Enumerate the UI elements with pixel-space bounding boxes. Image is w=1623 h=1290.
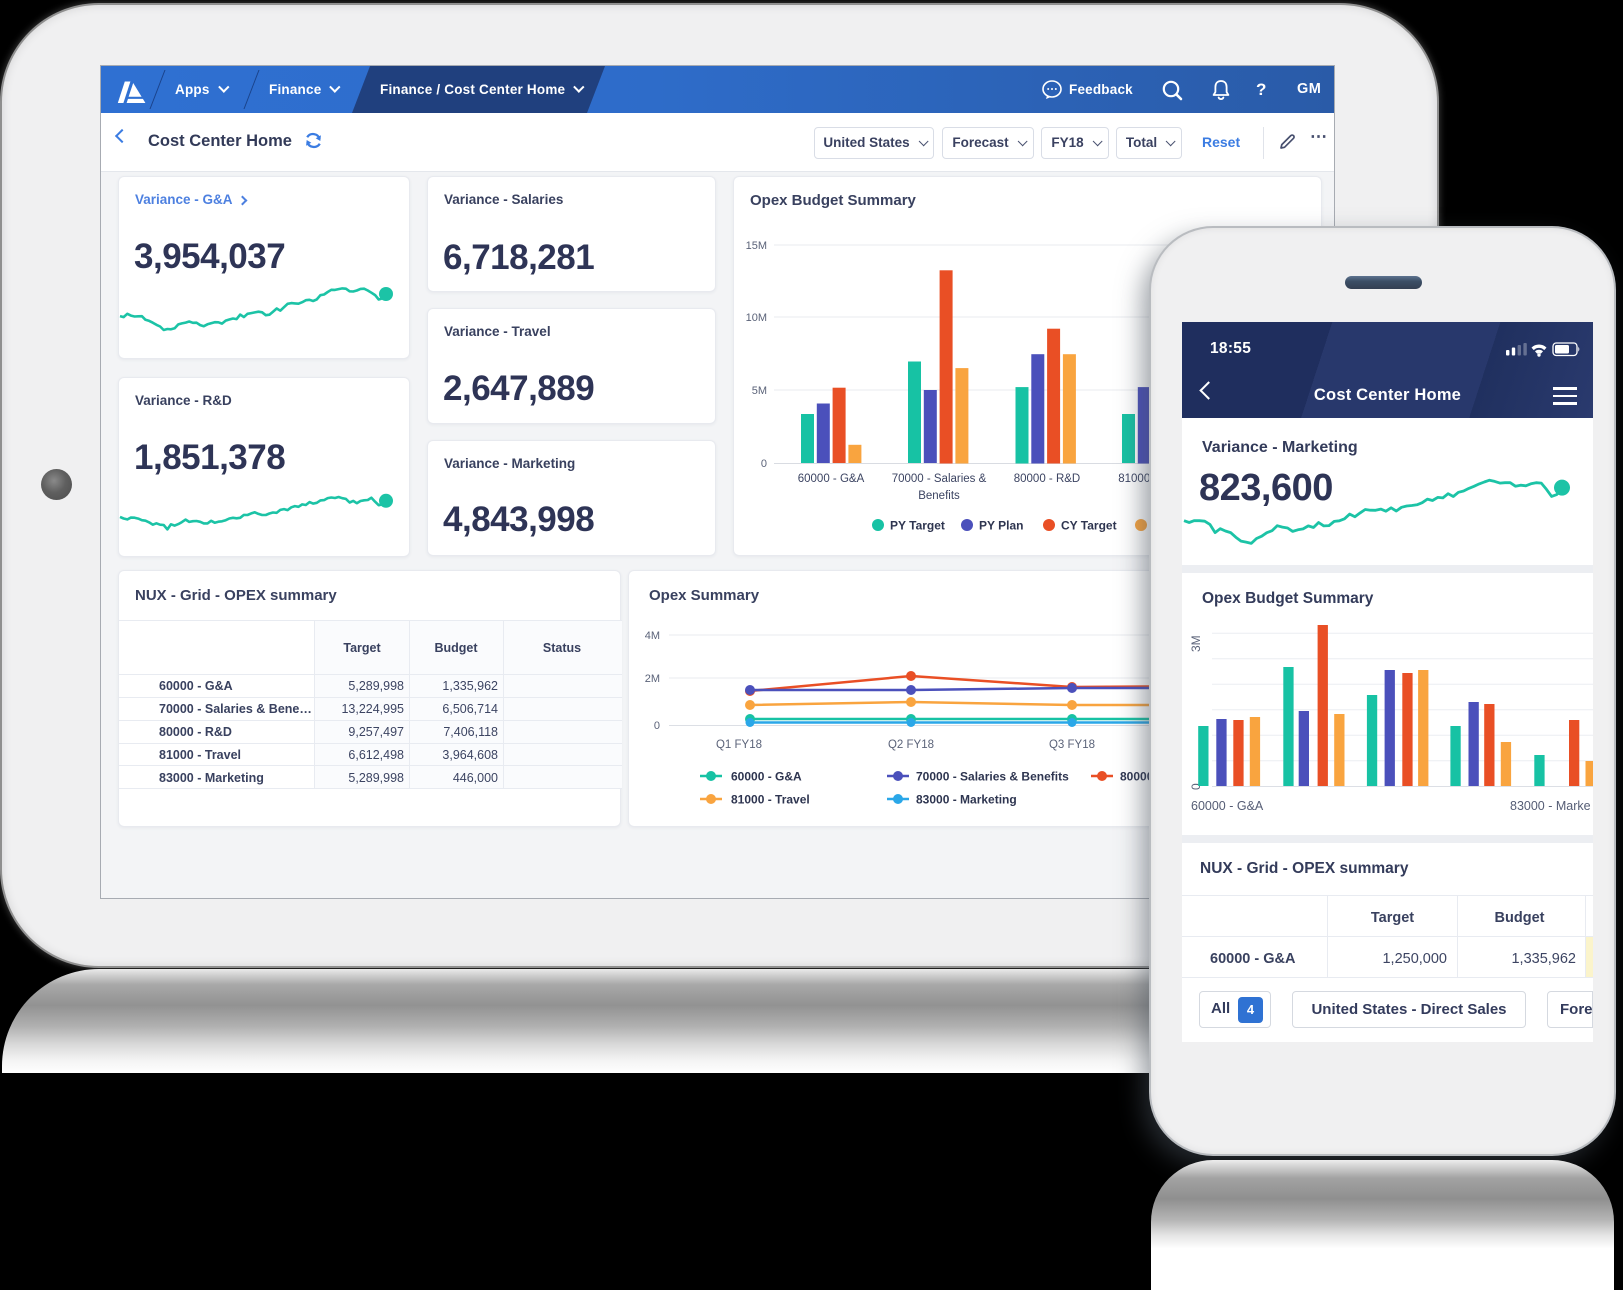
svg-text:Status: Status [543, 641, 581, 655]
svg-text:5,289,998: 5,289,998 [348, 679, 404, 693]
svg-text:Budget: Budget [434, 641, 478, 655]
svg-text:15M: 15M [746, 240, 767, 252]
svg-text:Target: Target [343, 641, 381, 655]
svg-text:70000 - Salaries &: 70000 - Salaries & [892, 473, 987, 485]
svg-text:60000 - G&A: 60000 - G&A [159, 679, 233, 693]
svg-text:0: 0 [654, 720, 660, 732]
svg-text:CY Target: CY Target [1061, 519, 1117, 533]
svg-text:1,335,962: 1,335,962 [1511, 951, 1576, 967]
svg-text:60000 - G&A: 60000 - G&A [1210, 951, 1296, 967]
svg-text:Q1 FY18: Q1 FY18 [716, 739, 762, 751]
svg-text:446,000: 446,000 [453, 771, 498, 785]
svg-text:5,289,998: 5,289,998 [348, 771, 404, 785]
svg-text:1,250,000: 1,250,000 [1382, 951, 1447, 967]
svg-text:0: 0 [1189, 783, 1203, 790]
svg-text:4M: 4M [645, 630, 660, 642]
svg-text:1,335,962: 1,335,962 [442, 679, 498, 693]
svg-text:70000 - Salaries & Benefits: 70000 - Salaries & Benefits [916, 770, 1069, 784]
svg-text:70000 - Salaries & Bene…: 70000 - Salaries & Bene… [159, 702, 312, 716]
svg-text:83000 - Marketing: 83000 - Marketing [916, 793, 1017, 807]
svg-text:7,406,118: 7,406,118 [443, 725, 498, 739]
svg-text:83000 - Marketing: 83000 - Marketing [159, 771, 264, 785]
svg-text:81000 - Travel: 81000 - Travel [159, 748, 241, 762]
svg-text:60000 - G&A: 60000 - G&A [798, 473, 865, 485]
svg-text:Q3 FY18: Q3 FY18 [1049, 739, 1095, 751]
svg-text:2M: 2M [645, 673, 660, 685]
svg-text:Benefits: Benefits [918, 490, 960, 502]
svg-text:81000 - Travel: 81000 - Travel [731, 793, 810, 807]
svg-text:80000 - R&D: 80000 - R&D [1014, 473, 1080, 485]
svg-text:PY Plan: PY Plan [979, 519, 1023, 533]
svg-text:3M: 3M [1189, 635, 1203, 652]
svg-text:6,506,714: 6,506,714 [442, 702, 498, 716]
svg-text:60000 - G&A: 60000 - G&A [731, 770, 802, 784]
svg-text:PY Target: PY Target [890, 519, 945, 533]
svg-text:Budget: Budget [1495, 910, 1545, 926]
svg-text:3,964,608: 3,964,608 [442, 748, 498, 762]
svg-text:60000 - G&A: 60000 - G&A [1191, 799, 1264, 813]
svg-text:5M: 5M [752, 385, 767, 397]
svg-text:Target: Target [1371, 910, 1414, 926]
svg-text:Q2 FY18: Q2 FY18 [888, 739, 934, 751]
svg-text:80000 - R&D: 80000 - R&D [159, 725, 232, 739]
svg-text:9,257,497: 9,257,497 [348, 725, 404, 739]
svg-text:0: 0 [761, 458, 767, 470]
svg-text:83000 - Marke: 83000 - Marke [1510, 799, 1591, 813]
svg-text:10M: 10M [746, 312, 767, 324]
svg-text:6,612,498: 6,612,498 [348, 748, 404, 762]
svg-text:13,224,995: 13,224,995 [341, 702, 404, 716]
